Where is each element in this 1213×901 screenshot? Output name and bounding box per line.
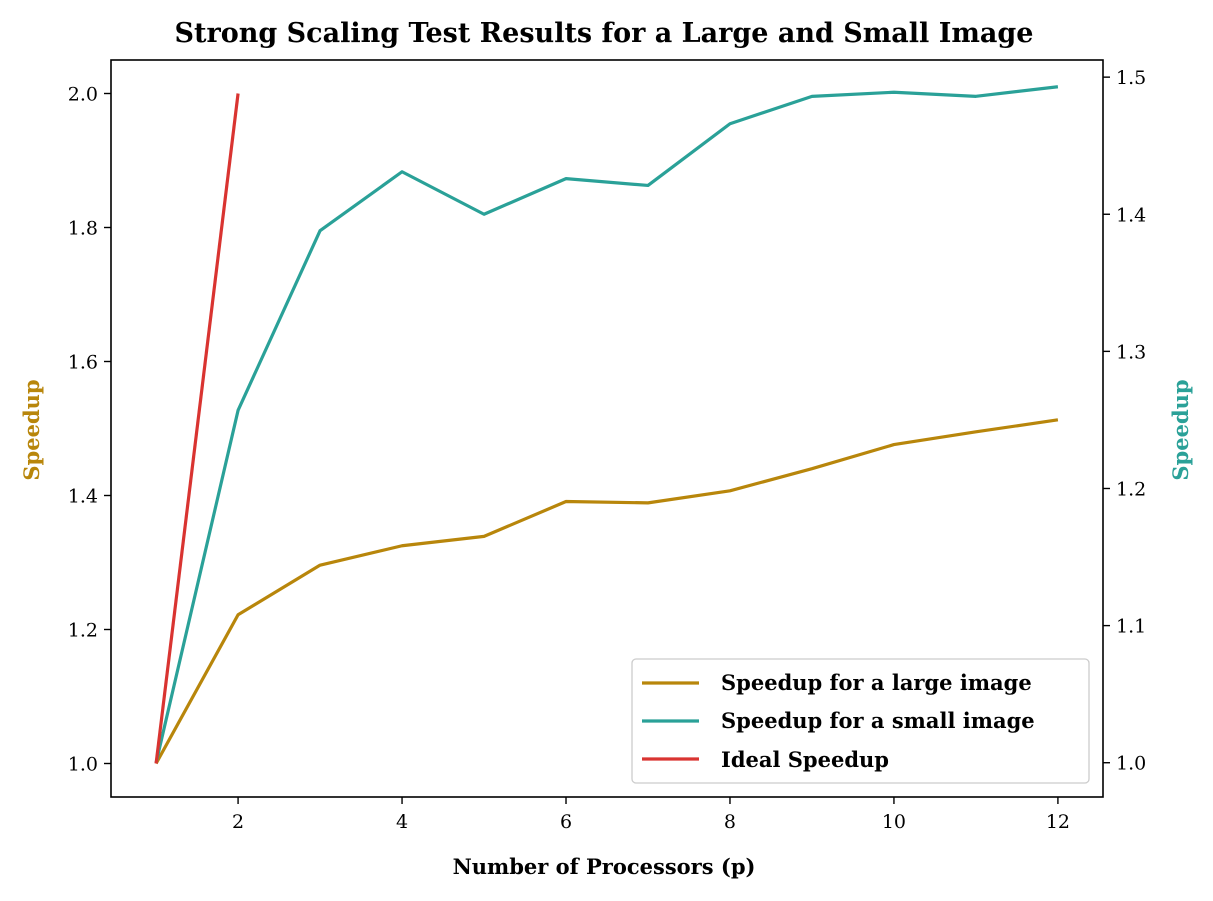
y-left-tick-label: 1.6 [68, 352, 98, 374]
y-right-tick-label: 1.1 [1116, 616, 1146, 638]
x-tick-label: 10 [882, 811, 906, 833]
x-tick-label: 2 [232, 811, 244, 833]
x-axis-label: Number of Processors (p) [453, 854, 756, 879]
x-axis-ticks: 2 4 6 8 10 12 [232, 797, 1070, 833]
y-axis-label-left: Speedup [19, 379, 44, 480]
y-left-tick-label: 1.8 [68, 218, 98, 240]
series-line-2 [154, 93, 240, 764]
series-line-1 [154, 85, 1059, 764]
y-left-tick-label: 1.4 [68, 486, 98, 508]
series-line-0 [154, 418, 1059, 765]
legend-label-ideal: Ideal Speedup [721, 747, 889, 772]
y-right-tick-label: 1.0 [1116, 753, 1146, 775]
y-left-tick-label: 1.0 [68, 754, 98, 776]
y-right-tick-label: 1.3 [1116, 341, 1146, 363]
series-group [154, 85, 1059, 765]
y-right-tick-label: 1.5 [1116, 67, 1146, 89]
legend: Speedup for a large image Speedup for a … [631, 658, 1090, 784]
y-left-tick-label: 1.2 [68, 620, 98, 642]
y-left-axis-ticks: 1.0 1.2 1.4 1.6 1.8 2.0 [68, 84, 111, 776]
y-right-tick-label: 1.2 [1116, 478, 1146, 500]
y-right-axis-ticks: 1.0 1.1 1.2 1.3 1.4 1.5 [1103, 67, 1146, 775]
x-tick-label: 8 [724, 811, 736, 833]
plot-frame [110, 59, 1104, 798]
y-right-tick-label: 1.4 [1116, 204, 1146, 226]
x-tick-label: 4 [396, 811, 408, 833]
legend-label-small-image: Speedup for a small image [721, 708, 1035, 733]
x-tick-label: 6 [560, 811, 572, 833]
y-left-tick-label: 2.0 [68, 84, 98, 106]
legend-label-large-image: Speedup for a large image [721, 670, 1032, 695]
legend-box [631, 658, 1090, 784]
y-axis-label-right: Speedup [1168, 379, 1193, 480]
x-tick-label: 12 [1046, 811, 1070, 833]
chart-title: Strong Scaling Test Results for a Large … [175, 18, 1034, 49]
